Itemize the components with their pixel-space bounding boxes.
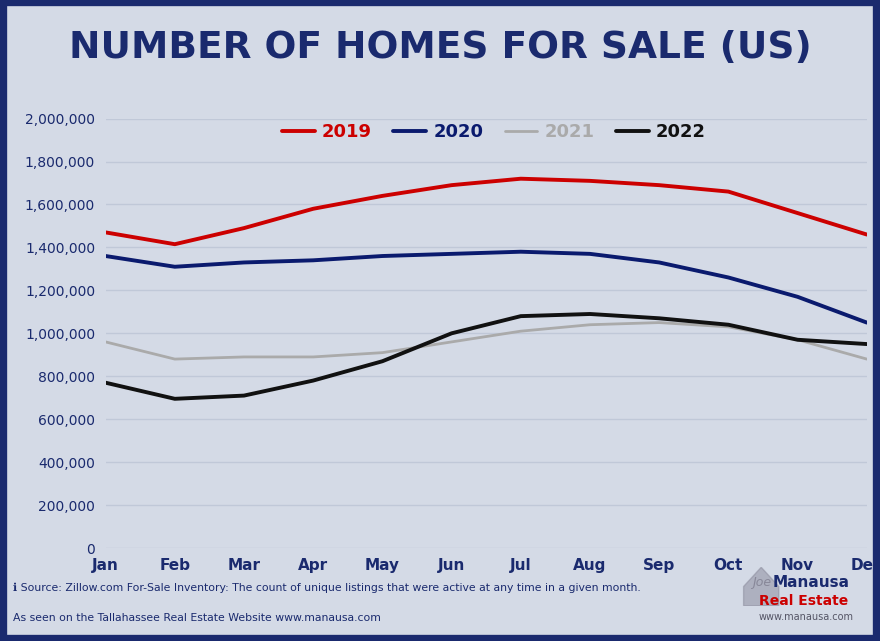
Text: www.manausa.com: www.manausa.com xyxy=(759,612,854,622)
Text: Manausa: Manausa xyxy=(773,574,850,590)
Polygon shape xyxy=(744,567,779,606)
Text: Joe: Joe xyxy=(752,576,772,588)
Text: ℹ Source: Zillow.com For-Sale Inventory: The count of unique listings that were : ℹ Source: Zillow.com For-Sale Inventory:… xyxy=(13,583,641,593)
Legend: 2019, 2020, 2021, 2022: 2019, 2020, 2021, 2022 xyxy=(282,123,706,141)
Text: As seen on the Tallahassee Real Estate Website www.manausa.com: As seen on the Tallahassee Real Estate W… xyxy=(13,613,381,623)
Text: Real Estate: Real Estate xyxy=(759,594,847,608)
Text: NUMBER OF HOMES FOR SALE (US): NUMBER OF HOMES FOR SALE (US) xyxy=(69,30,811,66)
